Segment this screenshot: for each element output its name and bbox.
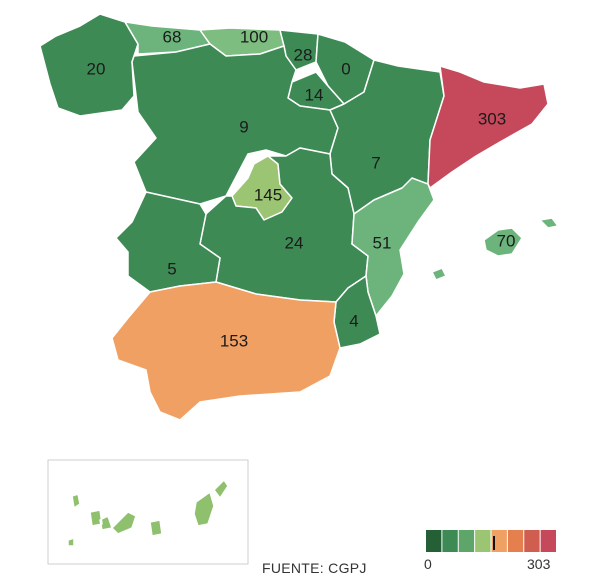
legend-swatch xyxy=(442,530,458,552)
label-castilla-la-mancha: 24 xyxy=(285,233,304,252)
label-castilla-y-leon: 9 xyxy=(239,117,248,136)
legend-swatch xyxy=(524,530,540,552)
region-valencia xyxy=(351,177,435,317)
label-extremadura: 5 xyxy=(167,259,176,278)
legend-swatch xyxy=(458,530,475,552)
label-la-rioja: 14 xyxy=(305,85,324,104)
region-cataluna xyxy=(427,65,549,189)
label-navarra: 0 xyxy=(341,59,350,78)
legend-swatch xyxy=(540,530,557,552)
legend-tick-marker xyxy=(493,536,495,550)
label-andalucia: 153 xyxy=(220,331,248,350)
label-pais-vasco: 28 xyxy=(294,45,313,64)
label-asturias: 68 xyxy=(163,27,182,46)
legend-swatch xyxy=(426,530,442,552)
region-canarias xyxy=(67,479,229,547)
region-andalucia xyxy=(111,281,341,421)
label-valencia: 51 xyxy=(373,233,392,252)
legend-swatch xyxy=(507,530,524,552)
label-aragon: 7 xyxy=(371,153,380,172)
color-scale-legend xyxy=(426,530,557,552)
legend-max-label: 303 xyxy=(527,556,551,572)
label-cataluna: 303 xyxy=(478,109,506,128)
label-murcia: 4 xyxy=(349,311,358,330)
region-baleares xyxy=(431,217,559,281)
legend-swatch xyxy=(475,530,491,552)
label-cantabria: 100 xyxy=(240,27,268,46)
label-galicia: 20 xyxy=(87,59,106,78)
source-credit: FUENTE: CGPJ xyxy=(262,560,367,576)
canary-islands-inset xyxy=(47,459,249,565)
legend-swatch xyxy=(491,530,507,552)
label-madrid: 145 xyxy=(254,185,282,204)
label-baleares: 70 xyxy=(497,231,516,250)
legend-min-label: 0 xyxy=(424,556,432,572)
